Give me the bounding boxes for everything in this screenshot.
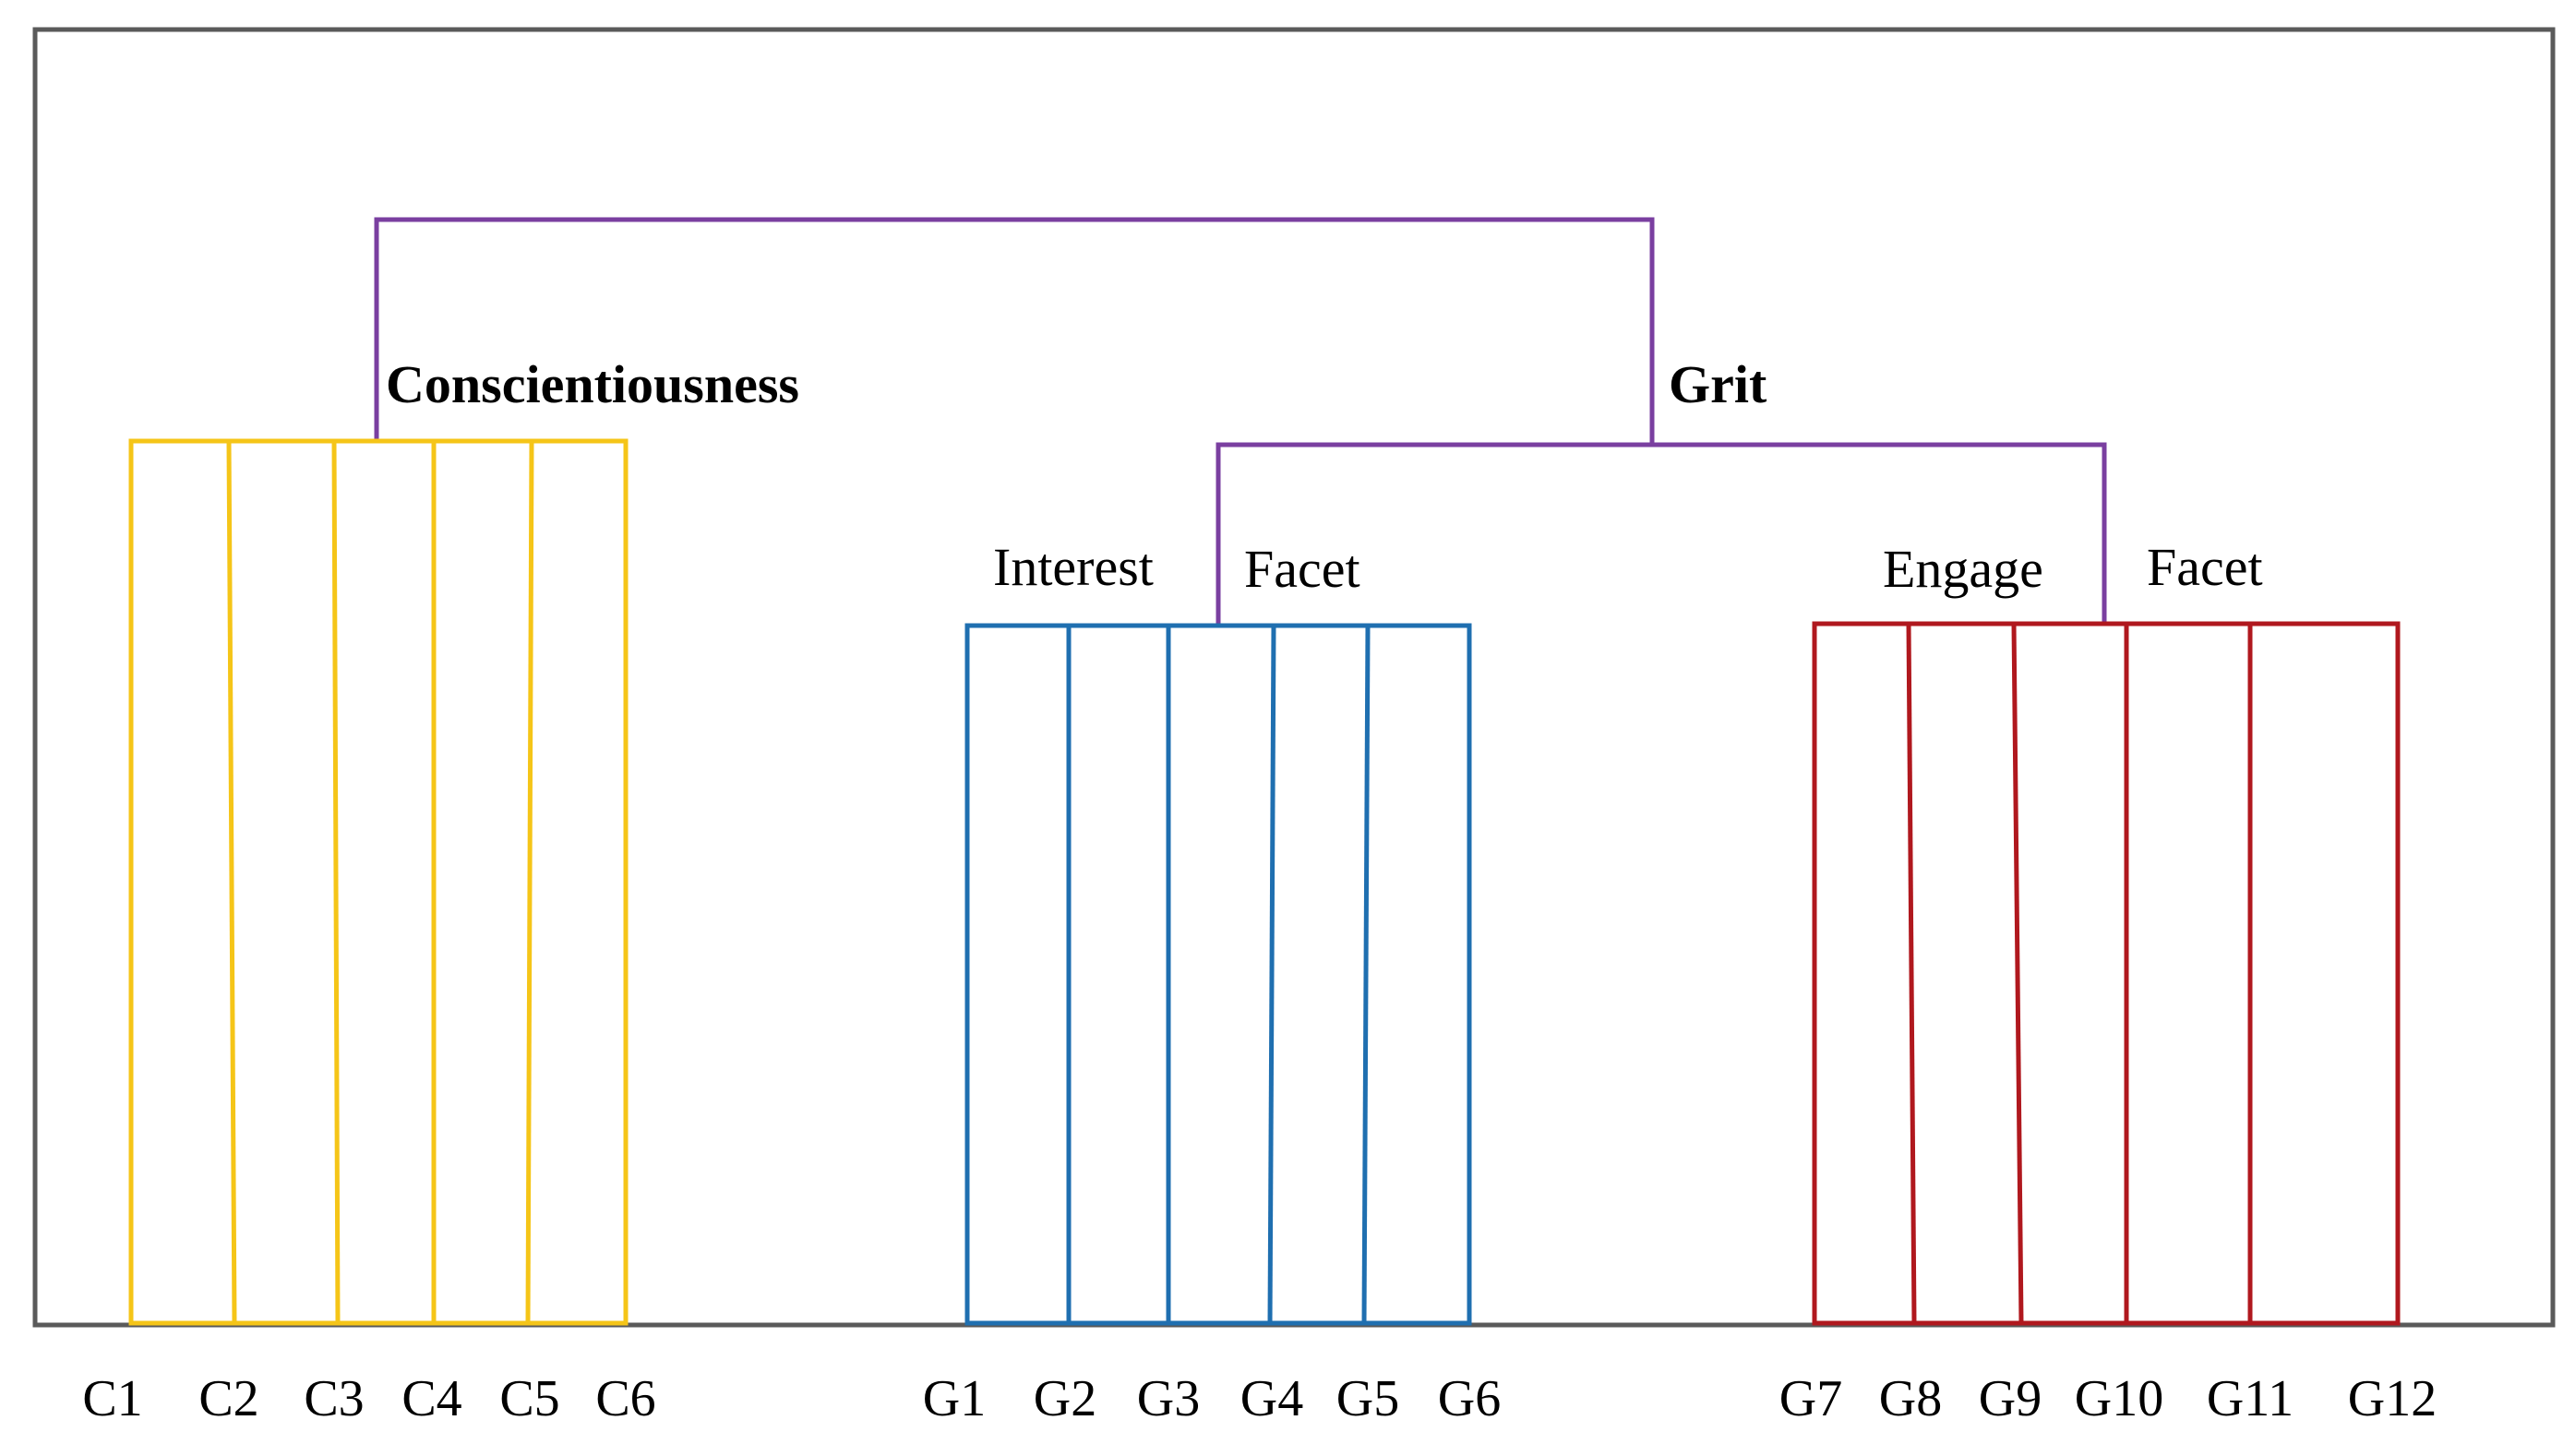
item-label-g2: G2 bbox=[1034, 1370, 1096, 1427]
c-divider-4 bbox=[525, 440, 534, 1324]
item-labels: C1 C2 C3 C4 C5 C6 G1 G2 G3 G4 G5 G6 G7 G8 G9 G10 G11 G12 bbox=[82, 1370, 2437, 1427]
interest-label: Interest bbox=[993, 537, 1154, 597]
item-label-g8: G8 bbox=[1879, 1370, 1942, 1427]
item-label-g11: G11 bbox=[2207, 1370, 2294, 1427]
g-engage-divider-2 bbox=[2011, 623, 2024, 1324]
engage-label: Engage bbox=[1883, 539, 2043, 599]
interest-cluster bbox=[964, 623, 1472, 1326]
root-link bbox=[374, 217, 1655, 445]
item-label-g3: G3 bbox=[1137, 1370, 1200, 1427]
item-label-c5: C5 bbox=[499, 1370, 559, 1427]
item-label-g4: G4 bbox=[1240, 1370, 1303, 1427]
item-label-g1: G1 bbox=[923, 1370, 986, 1427]
item-label-g7: G7 bbox=[1779, 1370, 1842, 1427]
item-label-g10: G10 bbox=[2075, 1370, 2163, 1427]
item-label-c6: C6 bbox=[595, 1370, 655, 1427]
engage-box bbox=[1812, 621, 2401, 1326]
item-label-c4: C4 bbox=[401, 1370, 461, 1427]
top-level-links bbox=[374, 217, 2107, 626]
item-label-g5: G5 bbox=[1336, 1370, 1399, 1427]
item-label-g12: G12 bbox=[2348, 1370, 2437, 1427]
item-label-c1: C1 bbox=[82, 1370, 142, 1427]
g-engage-divider-1 bbox=[1906, 623, 1917, 1324]
conscientiousness-cluster bbox=[128, 438, 629, 1326]
engage-facet-label: Facet bbox=[2147, 537, 2263, 597]
item-label-c3: C3 bbox=[304, 1370, 364, 1427]
grit-link bbox=[1216, 442, 2107, 626]
diagram-frame bbox=[32, 27, 2556, 1328]
item-label-g6: G6 bbox=[1438, 1370, 1501, 1427]
conscientiousness-box bbox=[128, 438, 629, 1326]
interest-box bbox=[964, 623, 1472, 1326]
item-label-g9: G9 bbox=[1979, 1370, 2042, 1427]
engage-cluster bbox=[1812, 621, 2401, 1326]
grit-label: Grit bbox=[1669, 354, 1767, 414]
g-interest-divider-4 bbox=[1361, 625, 1371, 1324]
item-label-c2: C2 bbox=[198, 1370, 258, 1427]
g-interest-divider-3 bbox=[1267, 625, 1276, 1324]
conscientiousness-label: Conscientiousness bbox=[386, 354, 799, 414]
interest-facet-label: Facet bbox=[1244, 539, 1360, 599]
c-divider-2 bbox=[331, 440, 341, 1324]
c-divider-1 bbox=[226, 440, 237, 1324]
